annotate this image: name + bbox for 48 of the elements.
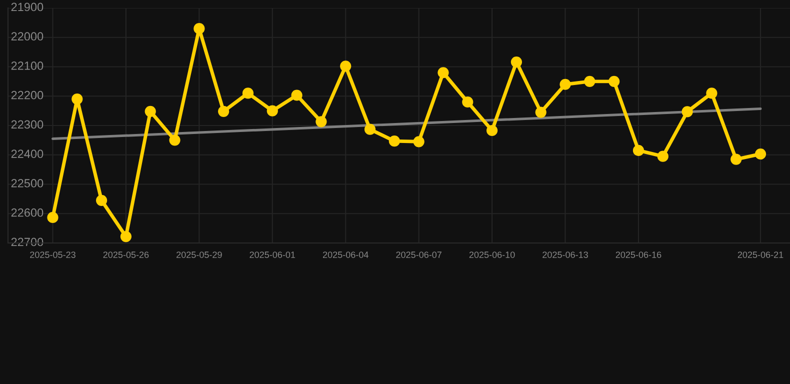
x-tick-label: 2025-06-21 xyxy=(738,252,784,258)
point xyxy=(413,136,424,148)
point xyxy=(194,23,205,34)
point xyxy=(388,136,400,147)
point xyxy=(242,88,254,99)
point xyxy=(120,230,132,242)
point xyxy=(218,106,230,117)
point xyxy=(316,116,327,128)
point xyxy=(144,106,156,117)
x-tick-label: 2025-05-29 xyxy=(176,252,222,258)
point xyxy=(560,78,571,90)
point xyxy=(438,67,449,78)
y-tick-label: 22600 xyxy=(11,208,44,217)
point xyxy=(291,90,302,101)
point xyxy=(706,88,718,99)
point xyxy=(96,194,108,206)
x-tick-label: 2025-06-01 xyxy=(250,252,296,258)
point xyxy=(169,134,180,146)
x-tick-label: 2025-06-13 xyxy=(542,252,588,258)
point xyxy=(682,106,693,118)
point xyxy=(632,144,644,156)
point xyxy=(584,76,596,87)
y-tick-label: 22100 xyxy=(11,62,44,70)
point xyxy=(730,154,742,165)
point xyxy=(47,212,58,223)
y-tick-label: 22300 xyxy=(11,120,44,129)
point xyxy=(754,148,766,160)
x-tick-label: 2025-06-07 xyxy=(396,252,442,258)
point xyxy=(608,76,620,87)
x-tick-label: 2025-06-04 xyxy=(322,252,368,258)
point xyxy=(462,96,474,108)
point xyxy=(364,124,376,135)
point xyxy=(266,105,278,116)
y-tick-label: 22400 xyxy=(11,150,44,158)
x-tick-label: 2025-05-23 xyxy=(30,252,76,258)
point xyxy=(486,124,498,136)
y-tick-label: 21900 xyxy=(11,2,44,12)
x-tick-label: 2025-06-16 xyxy=(616,252,662,258)
y-tick-label: 22200 xyxy=(11,90,44,100)
point xyxy=(510,56,522,68)
x-tick-label: 2025-06-10 xyxy=(469,252,515,258)
y-tick-label: 22000 xyxy=(11,32,44,41)
point xyxy=(535,106,546,118)
y-tick-label: 22500 xyxy=(11,179,44,188)
point xyxy=(340,60,352,72)
x-tick-label: 2025-05-26 xyxy=(103,252,149,258)
point xyxy=(72,94,83,105)
point xyxy=(657,150,668,162)
